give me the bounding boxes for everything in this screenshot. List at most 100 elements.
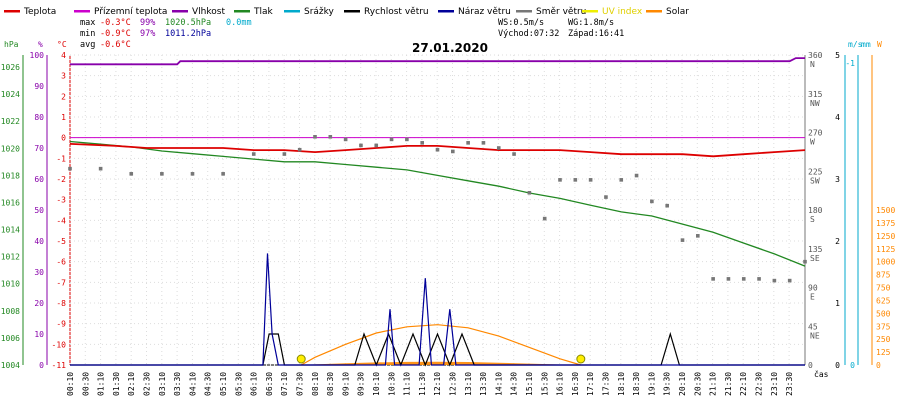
info-ws: WS:0.5m/s (498, 18, 544, 28)
tick-label-temp: -7 (56, 278, 66, 287)
tick-label-w: 250 (876, 335, 891, 344)
wind-direction-point (696, 234, 700, 238)
tick-label-dir: 315 (808, 90, 823, 99)
stat-max-hum: 99% (140, 18, 155, 28)
series-line-solar (300, 324, 581, 366)
tick-label-time: 07:10 (280, 372, 289, 396)
tick-label-pct: 70 (34, 144, 44, 153)
stat-min-temp: -0.9°C (100, 29, 131, 39)
tick-label-hpa: 1016 (1, 198, 20, 207)
axis-label-ms: m/s (848, 40, 863, 49)
stat-avg-label: avg (80, 40, 95, 50)
tick-label-time: 14:30 (510, 372, 519, 396)
axis-label-temp: °C (57, 40, 67, 49)
wind-direction-point (772, 278, 777, 283)
tick-label-temp: -8 (56, 299, 66, 308)
tick-label-time: 02:10 (127, 372, 136, 396)
tick-label-time: 22:30 (755, 372, 764, 396)
tick-label-dir: 225 (808, 167, 823, 176)
wind-direction-point (527, 190, 532, 195)
wind-direction-point (389, 137, 394, 142)
tick-label-pct: 10 (34, 330, 44, 339)
tick-label-pct: 40 (34, 237, 44, 246)
legend-swatch-tlak (234, 10, 250, 13)
wind-direction-point (665, 203, 669, 208)
wind-direction-point (588, 178, 593, 182)
tick-label-time: 04:10 (188, 372, 197, 396)
tick-label-time: 11:30 (418, 372, 427, 396)
legend-label-rychlost-vetru: Rychlost větru (364, 7, 429, 17)
legend-label-solar: Solar (666, 7, 689, 17)
tick-label-time: 11:10 (403, 372, 412, 396)
legend-label-tlak: Tlak (253, 7, 274, 17)
wind-direction-point (787, 278, 792, 283)
tick-label-time: 16:10 (556, 372, 565, 396)
tick-label-time: 00:30 (81, 372, 90, 396)
tick-label-temp: -6 (56, 258, 66, 267)
tick-label-dir: 360 (808, 51, 823, 60)
tick-label-time: 04:30 (204, 372, 213, 396)
tick-label-time: 03:10 (158, 372, 167, 396)
tick-label-time: 08:10 (311, 372, 320, 396)
legend: Teplota Přízemní teplota Vlhkost Tlak Sr… (4, 7, 689, 17)
tick-label-hpa: 1018 (1, 171, 20, 180)
tick-label-w: 750 (876, 284, 891, 293)
info-sunrise: Východ:07:32 (498, 29, 559, 39)
info-sunset: Západ:16:41 (568, 29, 624, 39)
tick-label-pct: 0 (39, 361, 44, 370)
tick-label-time: 00:10 (66, 372, 75, 396)
series-line-teplota (69, 143, 806, 158)
tick-label-time: 20:30 (693, 372, 702, 396)
wind-direction-point (634, 173, 639, 178)
tick-label-time: 14:10 (494, 372, 503, 396)
series-area-solar (301, 361, 581, 365)
legend-label-smer-vetru: Směr větru (536, 7, 586, 17)
wind-direction-point (68, 166, 72, 171)
legend-swatch-srazky (284, 10, 300, 13)
tick-label-w: 1250 (876, 232, 895, 241)
wind-direction-point (619, 178, 624, 182)
tick-label-dir-cardinal: E (810, 293, 815, 302)
stat-avg-temp: -0.6°C (100, 40, 131, 50)
sun-marker (576, 354, 586, 364)
tick-label-temp: -10 (52, 340, 67, 349)
tick-label-hpa: 1004 (1, 361, 20, 370)
legend-label-prizemni-teplota: Přízemní teplota (94, 7, 167, 17)
tick-label-time: 22:10 (739, 372, 748, 396)
wind-direction-point (374, 143, 379, 148)
tick-label-ms: 0 (835, 361, 840, 370)
tick-label-time: 13:30 (479, 372, 488, 396)
tick-label-dir-cardinal: SW (810, 176, 820, 185)
tick-label-ms: 2 (835, 237, 840, 246)
stats-block: max -0.3°C 99% 1020.5hPa 0.0mm min -0.9°… (80, 18, 252, 50)
tick-label-temp: -3 (56, 196, 66, 205)
tick-label-temp: -9 (56, 320, 66, 329)
tick-label-dir-cardinal: S (810, 215, 815, 224)
axis-label-time: čas (814, 369, 829, 379)
tick-label-time: 05:30 (234, 372, 243, 396)
tick-label-time: 06:10 (250, 372, 259, 396)
tick-label-time: 12:10 (433, 372, 442, 396)
stat-max-label: max (80, 18, 95, 28)
wind-direction-point (711, 277, 715, 281)
tick-label-time: 12:30 (449, 372, 458, 396)
tick-label-dir-cardinal: NW (810, 99, 820, 108)
tick-label-temp: 3 (61, 72, 66, 81)
tick-label-time: 21:10 (709, 372, 718, 396)
tick-label-pct: 90 (34, 82, 44, 91)
tick-label-dir: 45 (808, 322, 818, 331)
legend-swatch-naraz-vetru (438, 10, 454, 13)
tick-label-hpa: 1024 (1, 90, 20, 99)
tick-label-w: 1375 (876, 219, 895, 228)
tick-label-temp: 4 (61, 51, 66, 60)
wind-direction-point (542, 216, 547, 221)
legend-swatch-smer-vetru (516, 10, 532, 13)
series-line-naraz-vetru (70, 253, 805, 366)
tick-label-time: 01:10 (97, 372, 106, 396)
wind-direction-point (251, 152, 256, 156)
tick-label-hpa: 1008 (1, 307, 20, 316)
tick-label-dir-cardinal: NE (810, 331, 820, 340)
tick-label-temp: -11 (52, 361, 67, 370)
tick-label-ms: 1 (835, 299, 840, 308)
stat-max-rain: 0.0mm (226, 18, 252, 28)
